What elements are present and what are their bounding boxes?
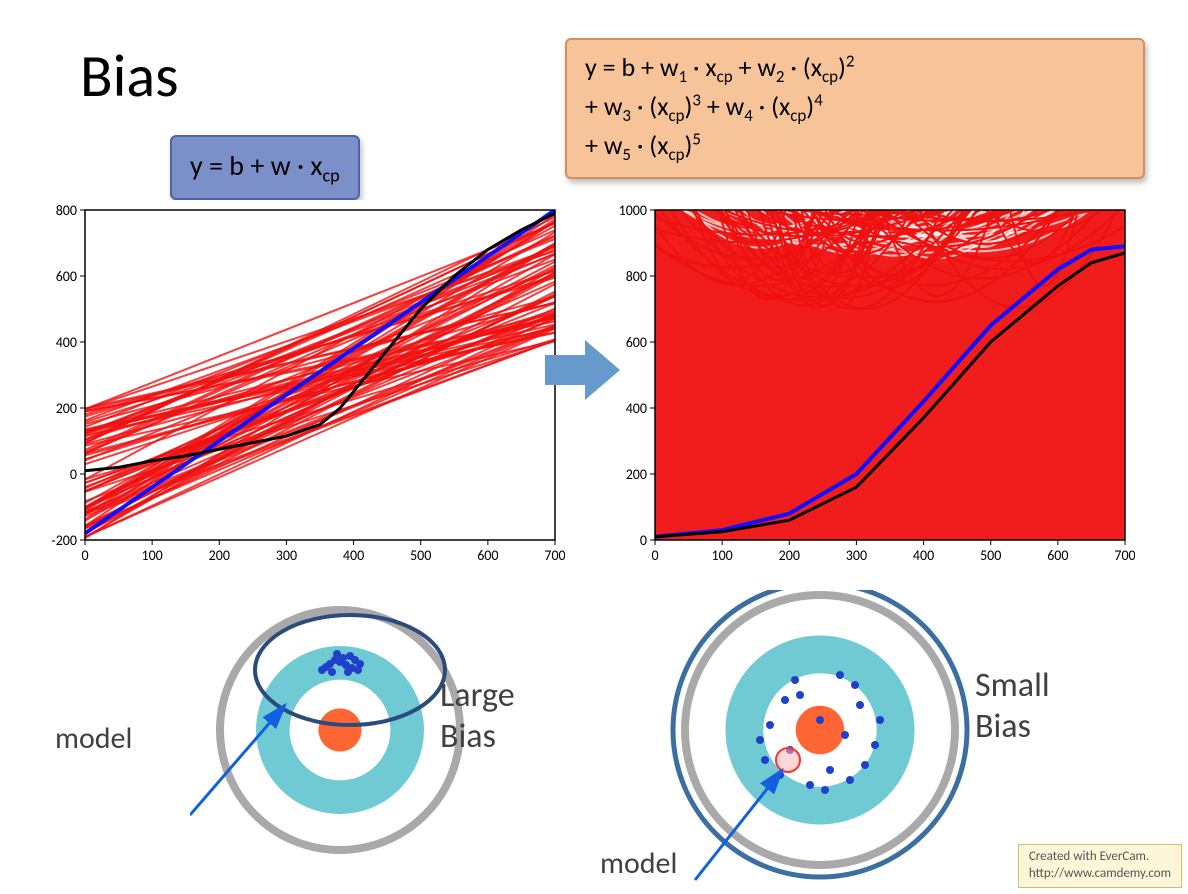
svg-text:400: 400 — [913, 547, 934, 564]
svg-text:800: 800 — [56, 202, 77, 219]
chart-poly: 0 100 200 300 400 500 600 700 0 200 400 600 800 1000 — [605, 200, 1135, 570]
watermark: Created with EverCam. http://www.camdemy… — [1018, 844, 1182, 888]
svg-text:200: 200 — [779, 547, 800, 564]
svg-text:600: 600 — [626, 334, 647, 351]
caption-small-bias: SmallBias — [975, 665, 1050, 747]
svg-text:800: 800 — [626, 268, 647, 285]
model-label-left: model — [55, 720, 132, 757]
svg-text:100: 100 — [141, 547, 162, 564]
arrow-right-icon — [545, 340, 620, 400]
formula-linear-box: y = b + w · xcp — [170, 135, 360, 200]
formula-poly-line3: + w5 · (xcp)5 — [585, 128, 1125, 167]
svg-text:0: 0 — [81, 547, 88, 564]
svg-text:400: 400 — [56, 334, 77, 351]
formula-poly-line2: + w3 · (xcp)3 + w4 · (xcp)4 — [585, 89, 1125, 128]
svg-text:600: 600 — [477, 547, 498, 564]
model-label-right: model — [600, 845, 677, 882]
caption-large-bias: LargeBias — [440, 675, 515, 757]
chart-linear: 0100200300400500600700-2000200400600800 — [35, 200, 565, 570]
svg-text:1000: 1000 — [619, 202, 647, 219]
svg-text:500: 500 — [410, 547, 431, 564]
svg-text:500: 500 — [980, 547, 1001, 564]
watermark-line1: Created with EverCam. — [1029, 849, 1149, 864]
target-small-bias — [670, 590, 990, 890]
svg-text:200: 200 — [626, 466, 647, 483]
svg-text:700: 700 — [1114, 547, 1135, 564]
svg-text:100: 100 — [711, 547, 732, 564]
slide-title: Bias — [80, 40, 179, 113]
formula-poly-line1: y = b + w1 · xcp + w2 · (xcp)2 — [585, 50, 1125, 89]
svg-text:300: 300 — [846, 547, 867, 564]
svg-text:200: 200 — [209, 547, 230, 564]
svg-text:200: 200 — [56, 400, 77, 417]
svg-text:300: 300 — [276, 547, 297, 564]
svg-text:600: 600 — [1047, 547, 1068, 564]
svg-text:400: 400 — [626, 400, 647, 417]
svg-text:0: 0 — [651, 547, 658, 564]
svg-text:400: 400 — [343, 547, 364, 564]
formula-linear-text: y = b + w · xcp — [190, 148, 340, 183]
formula-poly-box: y = b + w1 · xcp + w2 · (xcp)2 + w3 · (x… — [565, 38, 1145, 179]
watermark-line2: http://www.camdemy.com — [1029, 866, 1171, 881]
svg-text:0: 0 — [70, 466, 77, 483]
svg-text:700: 700 — [544, 547, 565, 564]
svg-text:0: 0 — [640, 532, 647, 549]
svg-text:-200: -200 — [51, 532, 77, 549]
svg-text:600: 600 — [56, 268, 77, 285]
